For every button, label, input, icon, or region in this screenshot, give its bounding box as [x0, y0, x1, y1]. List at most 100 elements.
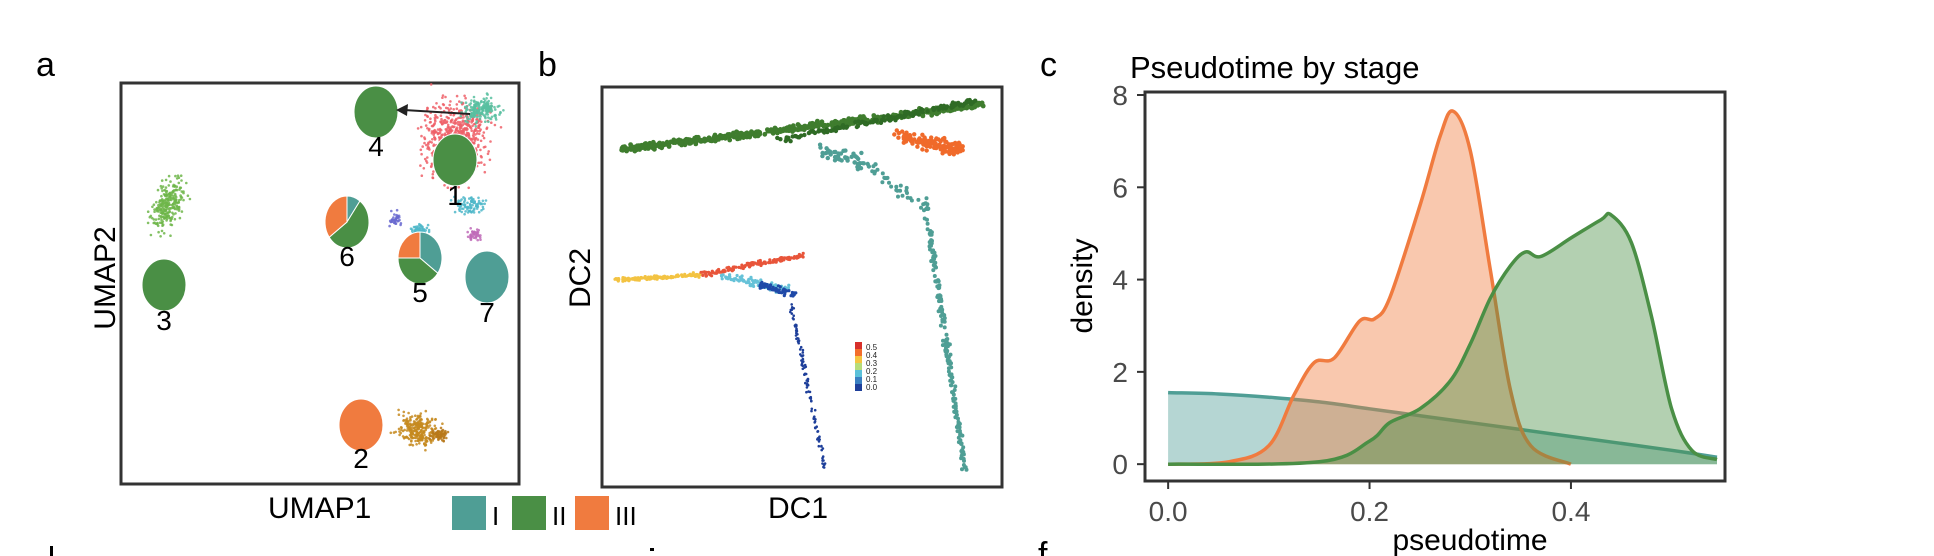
- cell-point: [936, 283, 941, 288]
- cell-point: [727, 132, 732, 137]
- cell-point: [490, 115, 494, 119]
- cell-branch: [817, 142, 878, 172]
- cell-point: [650, 139, 656, 145]
- cell-point: [920, 109, 925, 115]
- cell-point: [485, 126, 489, 129]
- cell-point: [969, 105, 975, 110]
- cell-point: [499, 110, 502, 114]
- cell-point: [748, 263, 753, 267]
- cell-point: [720, 277, 724, 281]
- cell-point: [464, 101, 468, 104]
- cell-point: [817, 444, 821, 448]
- cell-point: [481, 134, 485, 137]
- cell-point: [845, 117, 851, 123]
- umap-frame: [119, 81, 521, 486]
- cell-point: [172, 194, 175, 198]
- cell-point: [173, 203, 177, 206]
- cell-point: [871, 113, 877, 118]
- cell-point: [486, 152, 490, 156]
- cell-point: [951, 392, 956, 397]
- cell-point: [795, 127, 801, 133]
- cell-point: [813, 420, 817, 423]
- cell-point: [448, 103, 452, 107]
- cell-point: [463, 205, 467, 208]
- legend-item-I: I: [452, 496, 499, 531]
- y-tick-label: 2: [1112, 357, 1128, 388]
- cell-point: [473, 200, 477, 203]
- cell-point: [839, 119, 844, 124]
- cell-point: [409, 423, 412, 427]
- cluster-label: 5: [412, 277, 428, 308]
- cell-point: [777, 128, 783, 134]
- cell-point: [453, 122, 457, 125]
- cell-point: [832, 149, 837, 155]
- cell-point: [853, 119, 858, 125]
- cell-point: [799, 353, 802, 356]
- cell-point: [153, 208, 156, 211]
- cell-point: [468, 202, 472, 206]
- cell-point: [649, 275, 653, 279]
- cell-point: [467, 186, 471, 190]
- x-tick-label: 0.2: [1350, 496, 1389, 527]
- cell-point: [467, 209, 471, 213]
- cell-point: [634, 146, 640, 152]
- cell-point: [179, 195, 183, 199]
- cell-point: [162, 215, 166, 218]
- cell-point: [729, 268, 733, 272]
- cell-point: [496, 105, 500, 108]
- cell-point: [691, 271, 695, 275]
- cell-point: [801, 351, 805, 354]
- cell-point: [765, 284, 769, 289]
- cell-point: [175, 208, 179, 211]
- cell-point: [488, 158, 492, 162]
- cell-point: [171, 190, 174, 194]
- cell-point: [177, 207, 181, 211]
- cell-point: [961, 456, 966, 461]
- cell-point: [174, 174, 177, 178]
- cell-point: [479, 154, 483, 158]
- cell-point: [800, 354, 804, 358]
- cell-point: [807, 390, 810, 393]
- cell-point: [747, 134, 753, 140]
- cell-point: [417, 437, 421, 440]
- cell-point: [165, 191, 168, 194]
- chart-title: Pseudotime by stage: [1130, 50, 1420, 85]
- cell-point: [896, 194, 900, 199]
- cell-point: [438, 127, 442, 131]
- cell-point: [645, 146, 651, 151]
- cell-point: [749, 129, 754, 135]
- cell-point: [402, 414, 405, 418]
- cell-point: [437, 438, 440, 442]
- cell-point: [481, 205, 485, 209]
- cell-point: [805, 386, 809, 389]
- legend-label: III: [615, 501, 637, 531]
- cluster-label: 1: [447, 180, 463, 211]
- cell-point: [469, 114, 472, 118]
- cell-point: [414, 414, 417, 418]
- cell-point: [457, 202, 460, 205]
- cell-point: [166, 197, 170, 200]
- cell-point: [412, 225, 416, 229]
- cell-point: [471, 124, 474, 127]
- cell-point: [460, 198, 463, 201]
- colorbar-step: [855, 356, 862, 363]
- cell-point: [430, 427, 433, 430]
- cell-point: [453, 195, 456, 199]
- cell-point: [463, 128, 466, 131]
- cell-point: [476, 101, 480, 104]
- cell-point: [825, 150, 830, 155]
- cell-point: [428, 121, 432, 124]
- cell-point: [943, 342, 948, 347]
- cell-point: [169, 207, 173, 210]
- cell-point: [783, 290, 787, 294]
- cell-point: [856, 163, 861, 168]
- cell-point: [391, 218, 394, 222]
- cell-point: [941, 103, 947, 109]
- cell-point: [905, 191, 909, 195]
- cell-point: [481, 199, 485, 203]
- cell-point: [173, 217, 177, 221]
- cell-point: [477, 132, 481, 136]
- cell-point: [406, 436, 410, 440]
- cell-point: [165, 212, 168, 215]
- cell-point: [174, 212, 177, 215]
